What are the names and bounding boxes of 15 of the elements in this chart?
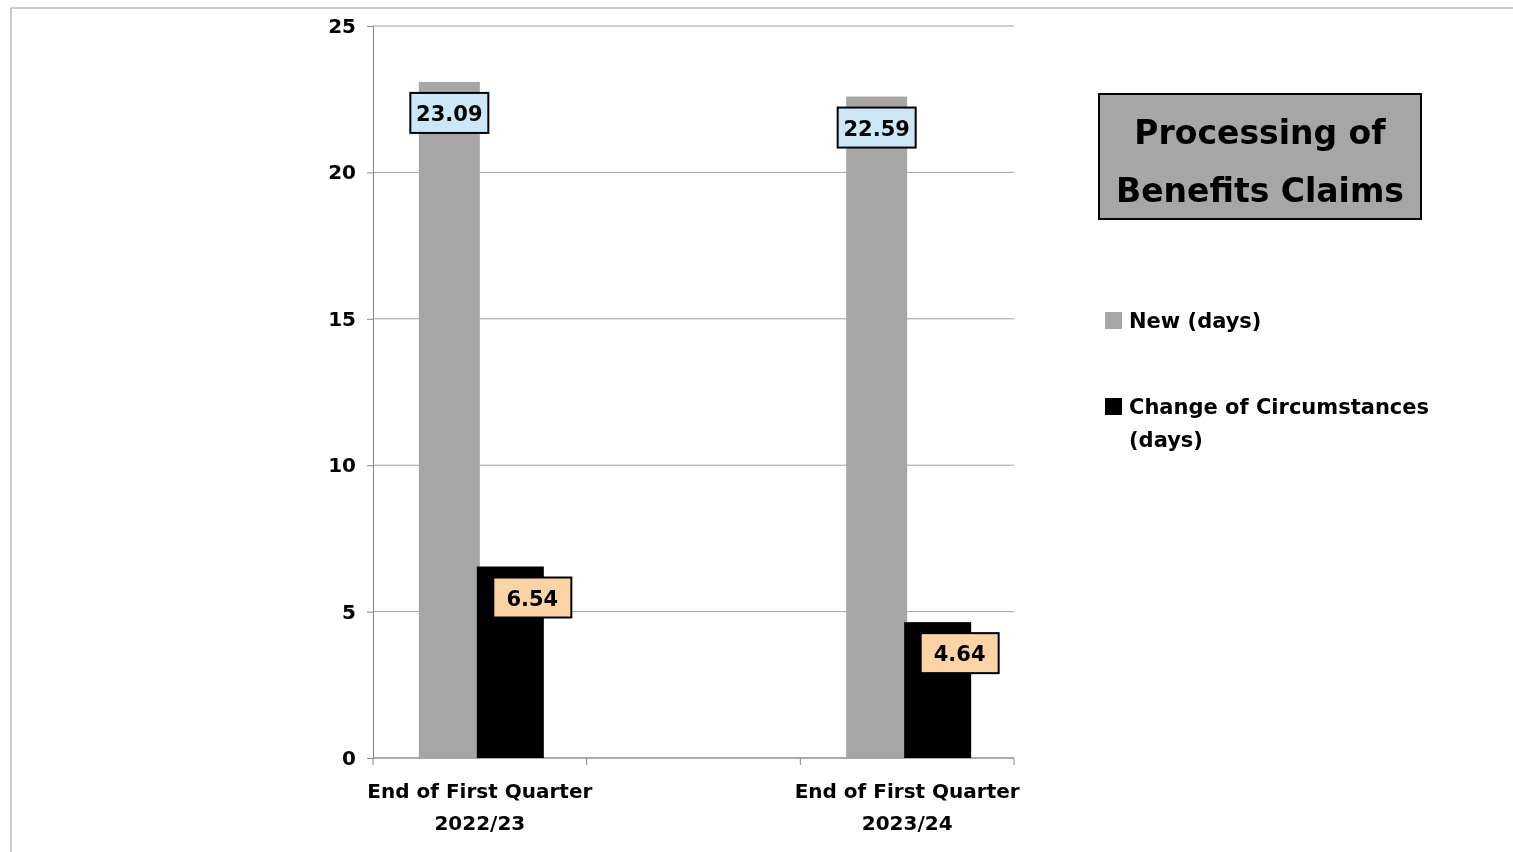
data-label: 22.59 [843, 116, 910, 141]
y-tick-label: 15 [328, 306, 356, 331]
x-tick-label: End of First Quarter 2022/23 [367, 779, 593, 835]
data-label: 23.09 [416, 101, 483, 126]
y-tick-label: 20 [328, 160, 356, 185]
y-tick-label: 5 [342, 599, 356, 624]
y-tick-label: 0 [342, 745, 356, 770]
y-tick-label: 10 [328, 453, 356, 478]
data-label: 4.64 [933, 642, 986, 667]
data-label: 6.54 [506, 586, 559, 611]
y-tick-label: 25 [328, 13, 356, 38]
legend-label: Change of Circumstances (days) [1129, 395, 1430, 452]
text: Processing of Benefits Claims [1116, 113, 1404, 210]
legend-label: New (days) [1129, 309, 1262, 333]
x-tick-label: End of First Quarter 2023/24 [794, 779, 1020, 835]
